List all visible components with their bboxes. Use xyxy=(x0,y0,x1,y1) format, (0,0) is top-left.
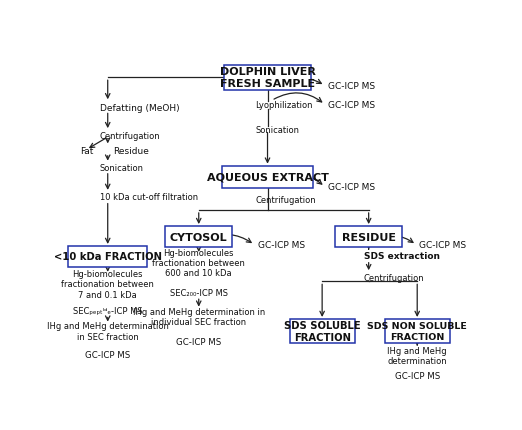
Text: IHg and MeHg determination in
individual SEC fraction: IHg and MeHg determination in individual… xyxy=(133,307,265,326)
FancyBboxPatch shape xyxy=(290,319,355,344)
FancyBboxPatch shape xyxy=(165,227,232,248)
FancyBboxPatch shape xyxy=(335,227,402,248)
Text: SDS SOLUBLE
FRACTION: SDS SOLUBLE FRACTION xyxy=(284,321,361,342)
FancyBboxPatch shape xyxy=(222,166,313,189)
Text: AQUEOUS EXTRACT: AQUEOUS EXTRACT xyxy=(207,172,328,182)
Text: IHg and MeHg determination
in SEC fraction: IHg and MeHg determination in SEC fracti… xyxy=(47,322,169,341)
Text: Centrifugation: Centrifugation xyxy=(364,273,424,282)
Text: SDS NON SOLUBLE
FRACTION: SDS NON SOLUBLE FRACTION xyxy=(367,322,467,341)
Text: DOLPHIN LIVER
FRESH SAMPLE: DOLPHIN LIVER FRESH SAMPLE xyxy=(220,68,315,89)
Text: Sonication: Sonication xyxy=(255,126,300,135)
Text: <10 kDa FRACTION: <10 kDa FRACTION xyxy=(54,252,162,262)
Text: GC-ICP MS: GC-ICP MS xyxy=(85,350,130,359)
Text: Hg-biomolecules
fractionation between
600 and 10 kDa: Hg-biomolecules fractionation between 60… xyxy=(152,248,245,278)
FancyBboxPatch shape xyxy=(224,65,311,91)
Text: GC-ICP MS: GC-ICP MS xyxy=(419,241,466,250)
Text: RESIDUE: RESIDUE xyxy=(342,232,396,242)
Text: SEC₂₀₀-ICP MS: SEC₂₀₀-ICP MS xyxy=(170,288,228,297)
Text: SDS extraction: SDS extraction xyxy=(364,252,440,261)
Text: Centrifugation: Centrifugation xyxy=(255,196,316,204)
Text: GC-ICP MS: GC-ICP MS xyxy=(328,82,375,91)
Text: GC-ICP MS: GC-ICP MS xyxy=(258,241,305,250)
Text: Lyophilization: Lyophilization xyxy=(255,101,313,110)
Text: CYTOSOL: CYTOSOL xyxy=(170,232,228,242)
Text: GC-ICP MS: GC-ICP MS xyxy=(395,371,440,380)
Text: GC-ICP MS: GC-ICP MS xyxy=(328,183,375,192)
Text: SECₚₑₚₜᴵᵈₑ-ICP MS: SECₚₑₚₜᴵᵈₑ-ICP MS xyxy=(73,306,143,315)
Text: Centrifugation: Centrifugation xyxy=(100,132,160,141)
Text: GC-ICP MS: GC-ICP MS xyxy=(328,101,375,110)
FancyBboxPatch shape xyxy=(68,246,147,267)
Text: Sonication: Sonication xyxy=(100,164,144,172)
Text: Fat: Fat xyxy=(80,147,94,155)
Text: Residue: Residue xyxy=(113,147,149,155)
FancyBboxPatch shape xyxy=(385,319,450,344)
Text: Defatting (MeOH): Defatting (MeOH) xyxy=(100,103,179,112)
Text: GC-ICP MS: GC-ICP MS xyxy=(176,337,221,346)
Text: 10 kDa cut-off filtration: 10 kDa cut-off filtration xyxy=(100,193,198,202)
Text: Hg-biomolecules
fractionation between
7 and 0.1 kDa: Hg-biomolecules fractionation between 7 … xyxy=(61,269,154,299)
Text: IHg and MeHg
determination: IHg and MeHg determination xyxy=(387,346,447,365)
